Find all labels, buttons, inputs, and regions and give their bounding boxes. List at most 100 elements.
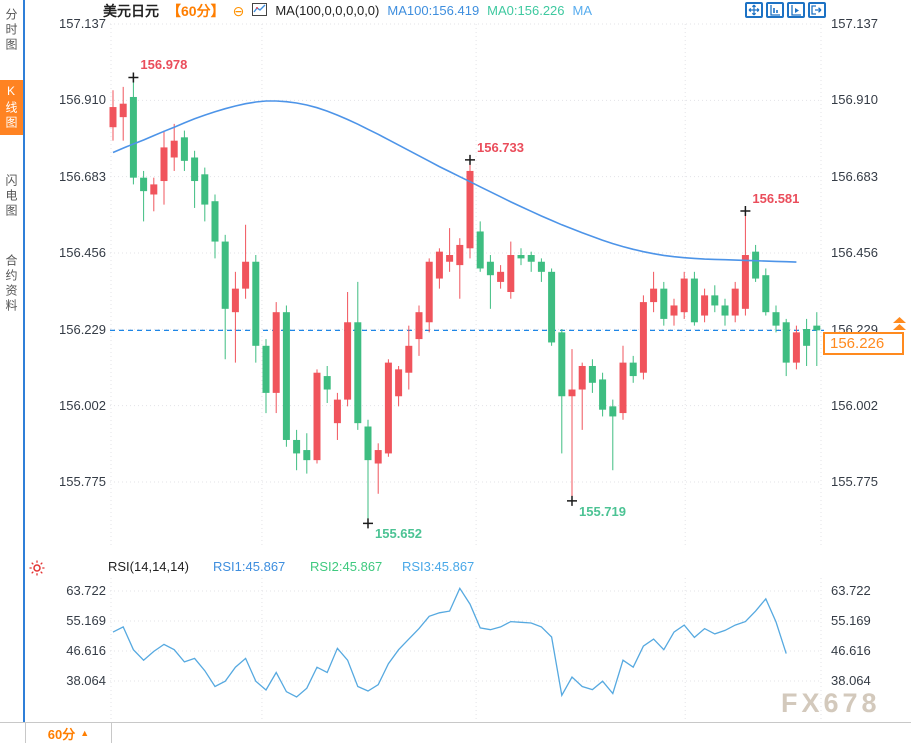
candle-body — [701, 295, 709, 316]
timeframe-label: 【60分】 — [167, 2, 225, 19]
candle-body — [293, 439, 301, 454]
chart-type-icon[interactable] — [252, 2, 268, 19]
candle-body — [568, 389, 576, 397]
price-axis-label-right: 155.775 — [831, 474, 878, 489]
ma0-value: MA0:156.226 — [487, 3, 565, 18]
candle-body — [456, 244, 464, 266]
candle-body — [191, 157, 199, 182]
candle-body — [476, 231, 484, 269]
fx678-watermark: FX678 — [781, 688, 881, 718]
price-axis-label-left: 156.683 — [59, 169, 106, 184]
rsi-axis-label-left: 38.064 — [66, 673, 106, 688]
candle-body — [252, 261, 260, 346]
exit-fullscreen-button[interactable] — [808, 2, 826, 18]
candle-body — [599, 379, 607, 410]
timeframe-selector[interactable]: 60分 ▲ — [25, 723, 112, 743]
candle-body — [354, 322, 362, 424]
candle-body — [129, 96, 137, 178]
zoom-out-icon[interactable]: ⊖ — [232, 2, 245, 19]
candle-body — [303, 450, 311, 461]
current-price-tag: 156.226 — [823, 332, 904, 355]
candle-body — [333, 399, 341, 424]
candle-body — [395, 369, 403, 397]
axis-scale-button[interactable] — [766, 2, 784, 18]
candle-body — [527, 255, 535, 262]
ma-settings-label[interactable]: MA(100,0,0,0,0,0) — [275, 3, 380, 18]
ma-extra-label: MA — [572, 3, 593, 18]
candle-body — [160, 147, 168, 182]
ma100-value: MA100:156.419 — [387, 3, 480, 18]
low-annotation: 155.652 — [375, 526, 422, 542]
candle-body — [537, 261, 545, 272]
candle-body — [690, 278, 698, 323]
candle-body — [242, 261, 250, 289]
sidebar-tab-kline-chart[interactable]: K线图 — [0, 80, 23, 135]
candle-body — [425, 261, 433, 323]
symbol-name: 美元日元 — [103, 2, 159, 19]
move-icon — [748, 4, 760, 16]
rsi-axis-label-right: 46.616 — [831, 643, 871, 658]
candle-body — [119, 103, 127, 118]
candle-body — [180, 137, 188, 161]
candle-body — [558, 332, 566, 397]
sidebar-tab-timeshare-chart[interactable]: 分时图 — [0, 4, 23, 57]
candle-body — [221, 241, 229, 309]
candle-body — [384, 362, 392, 454]
candle-body — [446, 255, 454, 262]
extreme-marker-cross — [363, 518, 373, 529]
candle-body — [813, 325, 821, 331]
candle-body — [650, 288, 658, 303]
candle-body — [486, 261, 494, 276]
candle-body — [609, 406, 617, 417]
high-annotation: 156.978 — [140, 57, 188, 73]
price-axis-label-right: 156.002 — [831, 398, 878, 413]
candle-body — [752, 251, 760, 279]
candle-body — [466, 170, 474, 249]
sidebar-tab-contract-info[interactable]: 合约资料 — [0, 250, 23, 318]
rsi-settings-label[interactable]: RSI(14,14,14) — [108, 559, 189, 574]
rsi3-value: RSI3:45.867 — [402, 559, 475, 574]
candle-body — [262, 345, 270, 393]
sidebar-tab-lightning-chart[interactable]: 闪电图 — [0, 170, 23, 223]
candle-body — [201, 174, 209, 205]
rsi-indicator-icon[interactable] — [29, 560, 45, 581]
playback-button[interactable] — [787, 2, 805, 18]
extreme-marker-cross — [567, 495, 577, 506]
triangle-up-icon: ▲ — [80, 728, 90, 738]
candle-body — [364, 426, 372, 461]
price-axis-label-left: 157.137 — [59, 16, 106, 31]
candle-body — [731, 288, 739, 316]
candle-body — [680, 278, 688, 313]
price-axis-label-left: 156.456 — [59, 245, 106, 260]
candle-body — [782, 322, 790, 363]
candle-body — [140, 177, 148, 192]
price-axis-label-left: 155.775 — [59, 474, 106, 489]
rsi-axis-label-left: 55.169 — [66, 613, 106, 628]
extreme-marker-cross — [128, 72, 139, 83]
high-annotation: 156.733 — [477, 139, 524, 155]
candle-body — [578, 365, 586, 390]
candle-body — [721, 305, 729, 316]
candle-body — [548, 271, 556, 343]
candle-body — [711, 295, 719, 306]
candle-body — [415, 312, 423, 340]
candle-body — [272, 312, 280, 393]
extreme-marker-cross — [465, 154, 475, 165]
candle-body — [507, 255, 515, 293]
timeframe-value: 60分 — [47, 726, 76, 742]
rsi-axis-label-left: 63.722 — [66, 583, 106, 598]
price-axis-label-left: 156.910 — [59, 92, 106, 107]
candle-body — [109, 107, 117, 128]
candle-body — [762, 275, 770, 313]
candle-body — [497, 271, 505, 282]
candle-body — [170, 140, 178, 158]
move-tool-button[interactable] — [745, 2, 763, 18]
price-up-arrows-icon — [892, 317, 907, 336]
tab-label: K线图 — [4, 84, 18, 131]
rsi-axis-label-right: 38.064 — [831, 673, 871, 688]
bottom-bar: 60分 ▲ — [0, 722, 911, 743]
candle-body — [660, 288, 668, 319]
candle-body — [588, 365, 596, 383]
